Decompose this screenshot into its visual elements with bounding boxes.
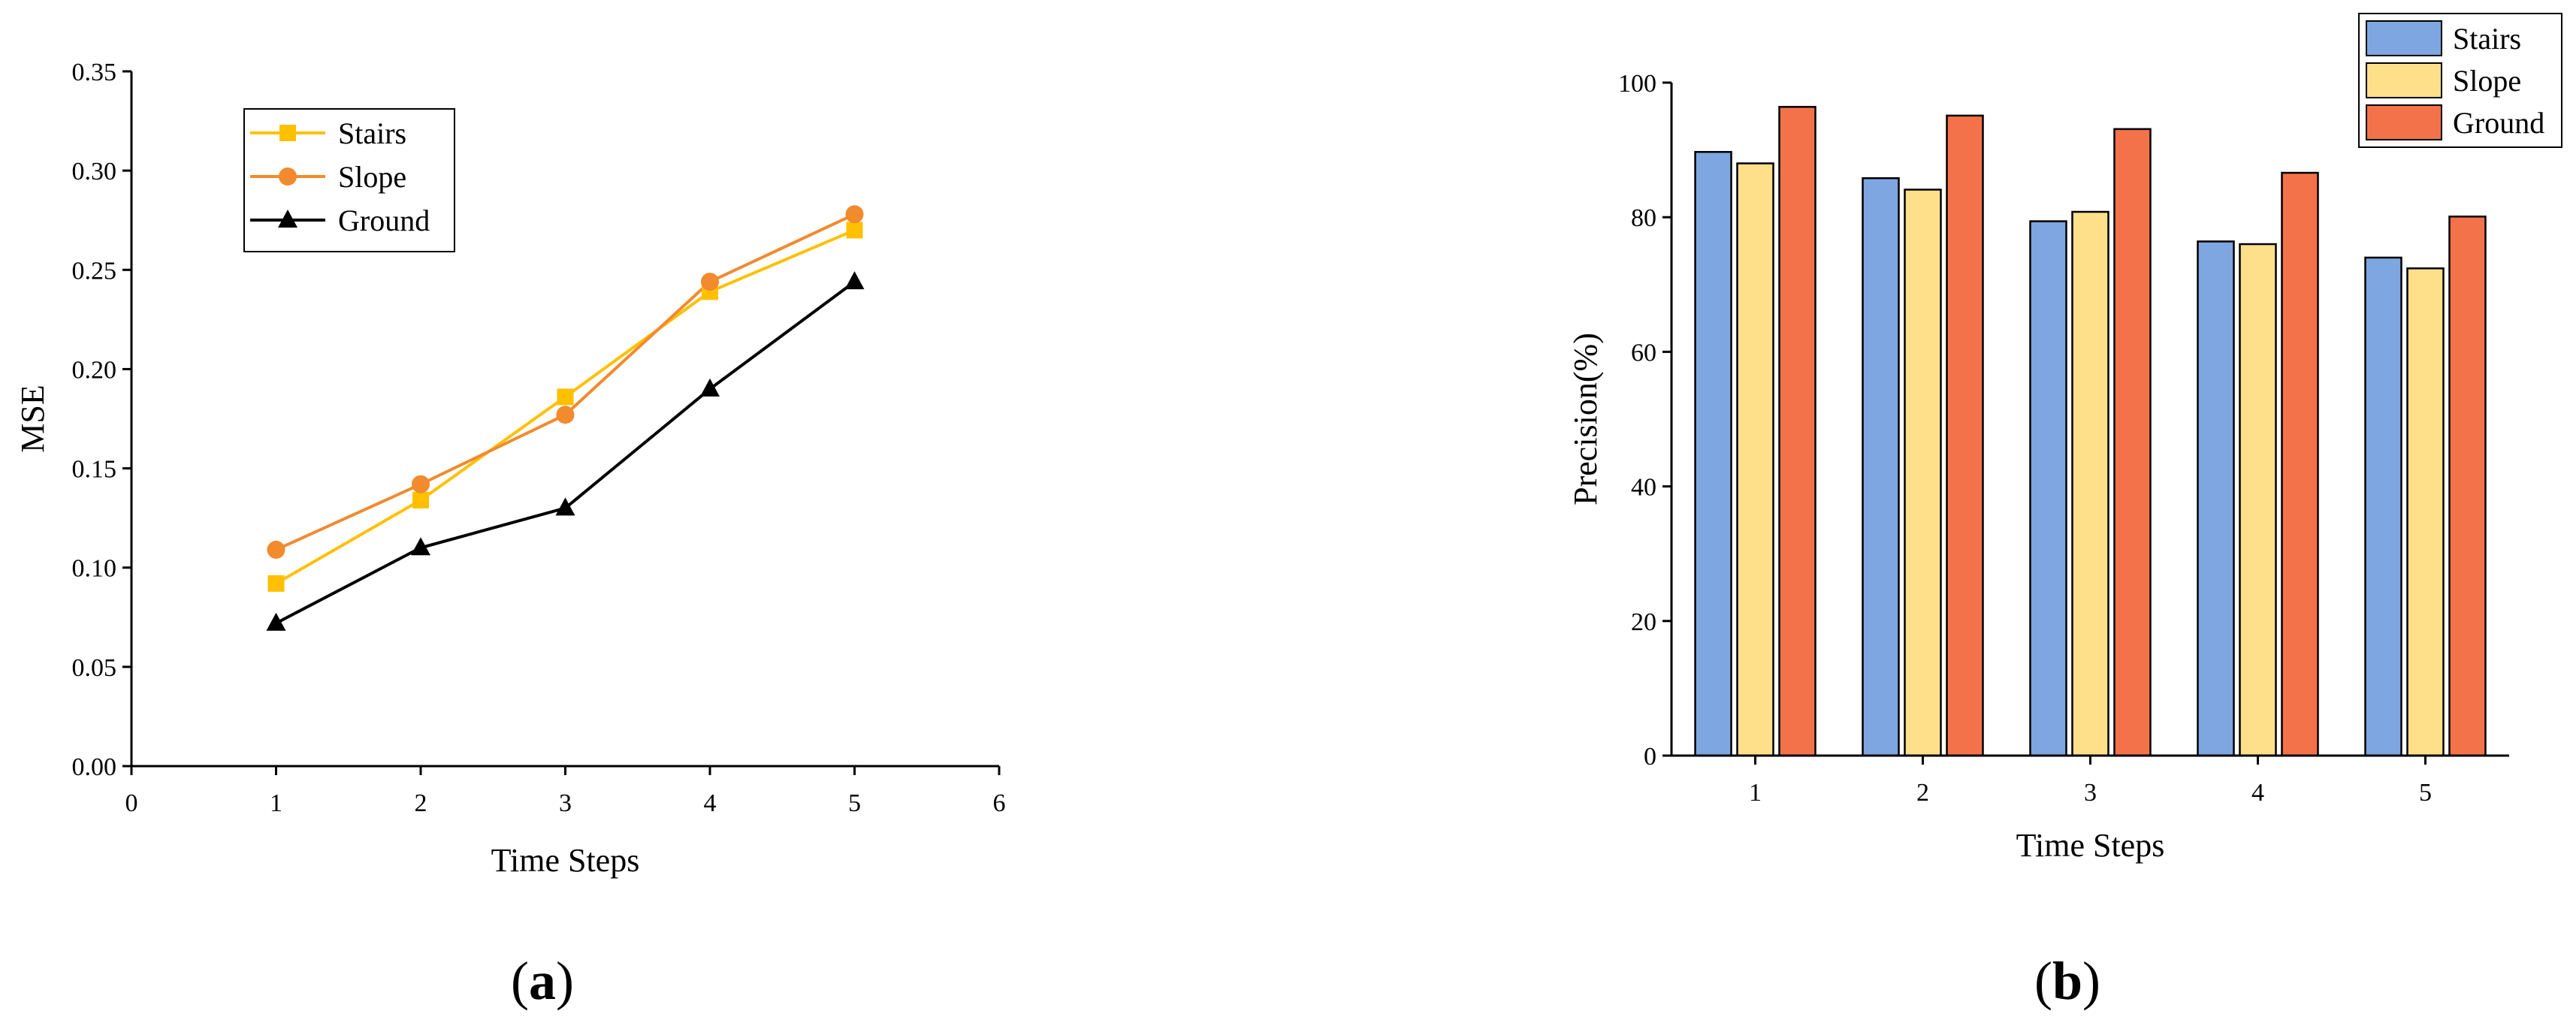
legend-label-slope: Slope <box>2453 64 2521 98</box>
bar-ground-4 <box>2281 171 2319 757</box>
x-tick-label: 5 <box>848 789 861 817</box>
y-tick-label: 100 <box>1618 70 1656 98</box>
legend-swatch-slope <box>2366 62 2442 98</box>
data-point-slope <box>556 406 575 424</box>
legend-marker-ground <box>278 210 297 228</box>
data-point-ground <box>844 271 865 290</box>
y-tick-label: 0.15 <box>72 456 117 484</box>
x-tick-label: 4 <box>704 789 717 817</box>
y-tick-label: 20 <box>1631 608 1656 636</box>
y-tick-label: 0.30 <box>72 158 117 186</box>
data-point-slope <box>412 475 430 493</box>
bar-stairs-3 <box>2029 220 2067 757</box>
data-point-slope <box>701 273 719 291</box>
panel-label-a: (a) <box>511 951 574 1011</box>
bar-stairs-4 <box>2197 240 2235 757</box>
x-tick-label: 4 <box>2251 779 2264 807</box>
y-tick-label: 0.20 <box>72 356 117 384</box>
bar-stairs-1 <box>1694 151 1732 757</box>
x-tick-label: 0 <box>125 789 138 817</box>
legend-marker-slope <box>279 167 297 186</box>
y-axis-title: Precision(%) <box>1567 333 1604 505</box>
panel-label-b: (b) <box>2034 951 2100 1011</box>
bar-ground-2 <box>1946 114 1984 757</box>
y-tick-label: 40 <box>1631 474 1656 502</box>
legend-label-stairs: Stairs <box>2453 22 2521 56</box>
bar-slope-1 <box>1736 162 1774 757</box>
legend-label-ground: Ground <box>2453 106 2544 140</box>
legend-marker-stairs <box>279 125 296 141</box>
legend-label-slope: Slope <box>338 160 406 194</box>
x-tick-label: 2 <box>1916 779 1929 807</box>
legend-label-stairs: Stairs <box>338 116 406 150</box>
data-point-ground <box>555 497 575 516</box>
legend-swatch-ground <box>2366 104 2442 140</box>
data-point-stairs <box>557 388 574 406</box>
legend-swatch-stairs <box>2366 20 2442 56</box>
bar-slope-4 <box>2239 243 2277 757</box>
data-point-ground <box>411 537 430 556</box>
bar-slope-5 <box>2406 267 2445 757</box>
x-tick-label: 2 <box>415 789 427 817</box>
x-tick-label: 1 <box>270 789 282 817</box>
chart-a-mse-line: 0.00 0.05 0.10 0.15 0.20 0.25 0.30 0.35 0 1 2 3 4 5 6 T… <box>14 59 1006 879</box>
bar-stairs-2 <box>1862 177 1900 757</box>
y-tick-label: 60 <box>1631 339 1656 367</box>
y-tick-label: 80 <box>1631 204 1656 232</box>
x-axis-title: Time Steps <box>2016 827 2165 864</box>
y-tick-label: 0.25 <box>72 257 117 285</box>
x-tick-label: 3 <box>559 789 572 817</box>
series-line-ground <box>275 280 856 625</box>
data-point-ground <box>700 378 720 397</box>
chart-b-precision-bar: 0 20 40 60 80 100 1 2 3 4 5 Time Steps Precision(%) S… <box>1567 13 2562 864</box>
x-axis-title: Time Steps <box>491 842 640 879</box>
data-point-stairs <box>267 575 285 592</box>
y-tick-label: 0.05 <box>72 654 117 682</box>
bar-stairs-5 <box>2364 256 2402 757</box>
data-point-slope <box>267 540 285 559</box>
legend-label-ground: Ground <box>338 204 430 237</box>
data-point-stairs <box>412 491 429 508</box>
x-tick-label: 3 <box>2084 779 2097 807</box>
y-tick-label: 0.00 <box>72 753 117 781</box>
bar-ground-1 <box>1778 106 1816 757</box>
bar-slope-3 <box>2071 210 2109 757</box>
y-tick-label: 0.10 <box>72 555 117 583</box>
x-tick-label: 1 <box>1749 779 1762 807</box>
bar-slope-2 <box>1904 189 1942 757</box>
y-tick-label: 0.35 <box>72 59 117 86</box>
data-point-stairs <box>846 222 863 239</box>
y-axis-title: MSE <box>14 385 51 452</box>
x-tick-label: 5 <box>2419 779 2432 807</box>
bar-ground-5 <box>2448 216 2487 757</box>
x-tick-label: 6 <box>993 789 1006 817</box>
data-point-ground <box>266 612 286 631</box>
bar-ground-3 <box>2113 128 2152 757</box>
y-tick-label: 0 <box>1644 743 1656 771</box>
data-point-slope <box>845 205 864 224</box>
